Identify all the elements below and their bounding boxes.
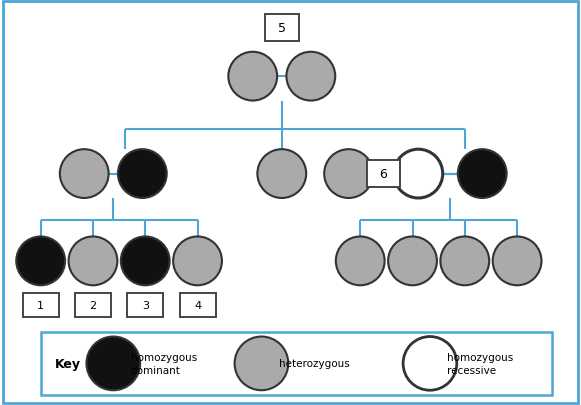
FancyBboxPatch shape (41, 332, 552, 395)
Ellipse shape (440, 237, 489, 286)
Text: 1: 1 (37, 300, 44, 310)
Ellipse shape (118, 150, 167, 198)
Ellipse shape (87, 337, 140, 390)
Ellipse shape (228, 53, 277, 101)
Ellipse shape (394, 150, 443, 198)
Ellipse shape (458, 150, 507, 198)
Ellipse shape (324, 150, 373, 198)
Text: homozygous
dominant: homozygous dominant (131, 352, 197, 375)
Text: 2: 2 (89, 300, 96, 310)
Text: homozygous
recessive: homozygous recessive (447, 352, 514, 375)
Ellipse shape (173, 237, 222, 286)
Ellipse shape (403, 337, 457, 390)
Ellipse shape (388, 237, 437, 286)
Text: 4: 4 (194, 300, 201, 310)
FancyBboxPatch shape (75, 293, 111, 317)
Ellipse shape (60, 150, 109, 198)
Ellipse shape (69, 237, 117, 286)
FancyBboxPatch shape (367, 161, 400, 187)
Text: 5: 5 (278, 22, 286, 35)
Ellipse shape (121, 237, 170, 286)
FancyBboxPatch shape (127, 293, 163, 317)
Ellipse shape (235, 337, 288, 390)
Ellipse shape (16, 237, 65, 286)
FancyBboxPatch shape (265, 15, 299, 41)
FancyBboxPatch shape (180, 293, 216, 317)
Text: 6: 6 (379, 168, 388, 181)
Text: 3: 3 (142, 300, 149, 310)
FancyBboxPatch shape (23, 293, 59, 317)
Ellipse shape (257, 150, 306, 198)
Ellipse shape (336, 237, 385, 286)
Text: Key: Key (55, 357, 81, 370)
Ellipse shape (286, 53, 335, 101)
Text: heterozygous: heterozygous (279, 358, 350, 369)
Ellipse shape (493, 237, 541, 286)
